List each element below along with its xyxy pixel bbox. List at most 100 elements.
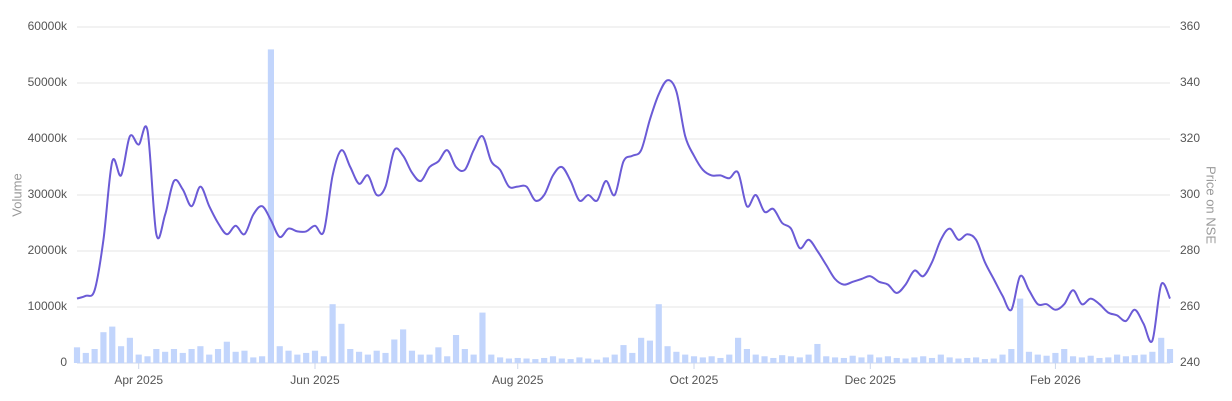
volume-bar	[981, 359, 988, 363]
volume-bar	[532, 359, 539, 363]
volume-bar	[611, 354, 618, 363]
y-tick-label: 10000k	[28, 299, 68, 313]
volume-bar	[928, 357, 936, 363]
y-tick-label: 30000k	[28, 187, 68, 201]
volume-bar	[752, 354, 759, 363]
volume-bar	[638, 337, 645, 363]
volume-bar	[964, 357, 971, 363]
y2-tick-label: 240	[1180, 355, 1200, 369]
volume-bar	[338, 323, 345, 363]
volume-bar	[355, 351, 363, 363]
volume-bar	[602, 357, 609, 363]
volume-bar	[629, 352, 636, 363]
volume-bar	[1122, 356, 1130, 363]
volume-bar	[400, 329, 407, 363]
y-tick-label: 20000k	[28, 243, 68, 257]
volume-bar	[523, 358, 530, 363]
volume-bar	[1078, 357, 1085, 363]
y2-tick-label: 280	[1180, 243, 1200, 257]
y2-axis-title: Price on NSE	[1204, 166, 1219, 244]
volume-bar	[250, 357, 257, 363]
volume-bar	[620, 345, 627, 363]
volume-bar	[937, 354, 944, 363]
volume-bar	[126, 337, 133, 363]
volume-bar	[1114, 354, 1121, 363]
volume-bar	[223, 341, 230, 363]
volume-bar	[849, 355, 856, 363]
volume-bar	[444, 356, 451, 363]
volume-bar	[435, 347, 442, 363]
volume-bar	[488, 354, 495, 363]
volume-bar	[452, 335, 460, 363]
volume-bar	[320, 356, 327, 363]
volume-bar	[558, 358, 565, 363]
volume-bar	[391, 339, 398, 363]
volume-bar	[823, 356, 830, 363]
y2-tick-label: 300	[1180, 187, 1200, 201]
volume-bar	[117, 346, 125, 363]
volume-bar	[153, 349, 160, 363]
volume-bar	[902, 358, 909, 363]
volume-bar	[858, 357, 865, 363]
volume-bar	[717, 357, 724, 363]
y-tick-label: 40000k	[28, 131, 68, 145]
volume-bar	[417, 354, 424, 363]
volume-bar	[876, 357, 883, 363]
volume-bar	[214, 349, 222, 363]
volume-bar	[893, 357, 900, 363]
volume-bar	[593, 359, 601, 363]
volume-bar	[135, 354, 142, 363]
volume-bar	[109, 326, 116, 363]
volume-bar	[1034, 354, 1041, 363]
x-tick-label: Dec 2025	[845, 373, 897, 387]
volume-bar	[796, 357, 803, 363]
y-tick-label: 50000k	[28, 75, 68, 89]
volume-bar	[690, 356, 698, 363]
volume-bar	[479, 312, 486, 363]
volume-bar	[162, 351, 169, 363]
volume-bar	[1158, 337, 1165, 363]
x-tick-label: Jun 2025	[290, 373, 340, 387]
volume-bar	[1131, 355, 1138, 363]
volume-bar	[91, 349, 98, 363]
volume-bar	[170, 349, 178, 363]
volume-bar	[770, 357, 777, 363]
volume-bar	[708, 356, 715, 363]
volume-bar	[664, 346, 671, 363]
volume-bar	[1043, 355, 1050, 363]
volume-bar	[576, 357, 583, 363]
volume-bar	[100, 332, 107, 363]
volume-bar	[920, 356, 927, 363]
volume-bar	[779, 355, 786, 363]
volume-bar	[144, 356, 151, 363]
volume-bar	[567, 359, 574, 363]
volume-bar	[259, 356, 266, 363]
volume-bar	[1087, 355, 1094, 363]
y-tick-label: 60000k	[28, 19, 68, 33]
volume-bar	[347, 349, 354, 363]
volume-bar	[373, 350, 380, 363]
volume-bar	[232, 351, 239, 363]
y-tick-label: 0	[60, 355, 67, 369]
volume-bar	[461, 349, 468, 363]
x-tick-label: Apr 2025	[114, 373, 163, 387]
volume-bar	[1017, 298, 1024, 363]
volume-bar	[82, 352, 89, 363]
volume-bar	[1096, 357, 1103, 363]
volume-bar	[655, 304, 662, 363]
y2-tick-label: 360	[1180, 19, 1200, 33]
volume-bar	[946, 357, 953, 363]
volume-bar	[1149, 351, 1156, 363]
volume-bar	[1052, 352, 1059, 363]
volume-bar	[682, 354, 689, 363]
volume-bar	[1105, 357, 1112, 363]
volume-bar	[735, 337, 742, 363]
volume-bar	[1061, 349, 1068, 363]
x-tick-label: Oct 2025	[670, 373, 719, 387]
volume-bar	[699, 357, 706, 363]
volume-bar	[867, 354, 874, 363]
volume-bar	[294, 354, 301, 363]
volume-bar	[1025, 351, 1033, 363]
volume-bar	[1069, 356, 1077, 363]
y2-tick-label: 260	[1180, 299, 1200, 313]
